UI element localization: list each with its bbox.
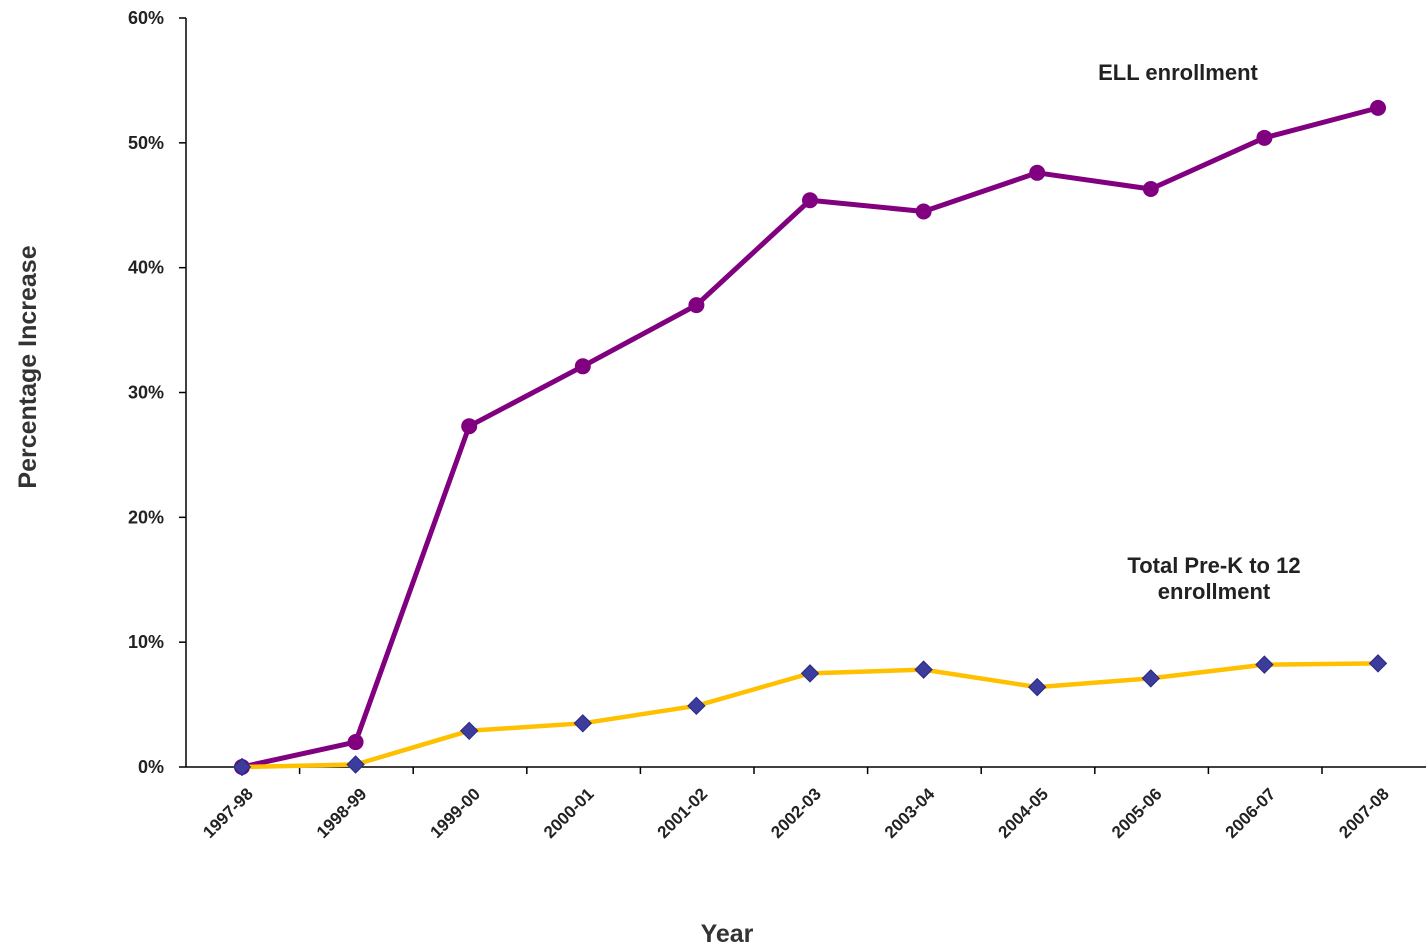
y-tick-label: 50%	[128, 133, 164, 153]
x-axis-title: Year	[701, 920, 754, 945]
x-tick-label: 1998-99	[313, 784, 371, 842]
y-tick-label: 20%	[128, 507, 164, 527]
y-tick-label: 0%	[138, 757, 164, 777]
x-tick-label: 2003-04	[881, 784, 939, 842]
data-point	[1027, 677, 1047, 697]
data-point	[1368, 654, 1388, 673]
x-tick-label: 2000-01	[540, 784, 598, 842]
chart-axes	[185, 18, 1426, 768]
x-tick-label: 2007-08	[1335, 784, 1393, 842]
data-point	[461, 418, 478, 435]
data-point	[573, 714, 593, 733]
x-tick-label: 1999-00	[426, 784, 484, 842]
data-point	[1141, 669, 1161, 688]
y-tick-label: 40%	[128, 258, 164, 278]
x-tick-label: 2006-07	[1222, 784, 1280, 842]
data-point	[1142, 181, 1159, 198]
y-tick-label: 30%	[128, 383, 164, 403]
series-label-line: Total Pre-K to 12	[1127, 553, 1300, 578]
data-point	[232, 757, 252, 777]
y-axis-ticks: 0% 10% 20% 30% 40% 50% 60%	[128, 8, 186, 777]
x-tick-label: 2005-06	[1108, 784, 1166, 842]
series-label-line: enrollment	[1158, 579, 1271, 604]
x-axis-ticks: 1997-98 1998-99 1999-00 2000-01 2001-02 2002-…	[199, 767, 1393, 842]
x-tick-label: 2004-05	[994, 784, 1052, 842]
series-0	[234, 99, 1386, 775]
data-point	[346, 755, 365, 774]
data-point	[802, 192, 818, 209]
data-point	[687, 696, 706, 716]
data-point	[914, 660, 933, 679]
data-point	[1029, 164, 1046, 181]
data-point	[574, 358, 591, 375]
data-point	[1370, 99, 1386, 116]
data-point	[800, 664, 820, 683]
data-point	[688, 297, 705, 314]
series-label-total: Total Pre-K to 12 enrollment	[1127, 553, 1300, 604]
y-axis-title: Percentage Increase	[14, 245, 42, 488]
data-point	[915, 203, 932, 220]
series-label-line: ELL enrollment	[1098, 60, 1258, 85]
series-1	[232, 654, 1388, 777]
series-layer	[232, 99, 1388, 777]
data-point	[459, 721, 479, 741]
x-tick-label: 1997-98	[199, 784, 257, 842]
data-point	[347, 734, 364, 751]
x-tick-label: 2001-02	[654, 784, 712, 842]
data-point	[1255, 655, 1274, 674]
y-tick-label: 10%	[128, 632, 164, 652]
x-tick-label: 2002-03	[767, 784, 825, 842]
series-label-ell: ELL enrollment	[1098, 60, 1258, 85]
data-point	[1256, 129, 1273, 146]
y-tick-label: 60%	[128, 8, 164, 28]
